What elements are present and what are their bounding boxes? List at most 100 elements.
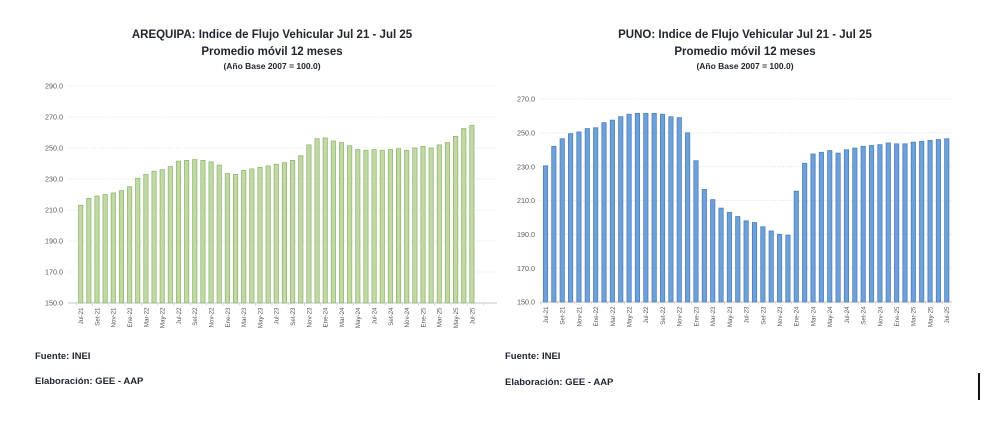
bar (257, 166, 263, 304)
y-axis-tick-label: 190.0 (45, 237, 63, 246)
x-axis-tick-label: Mar-22 (143, 307, 150, 327)
arequipa-plot: 150.0 170.0 190.0 210.0 230.0 250.0 270.0 290.0… (45, 82, 497, 328)
y-axis-tick-label: 150.0 (45, 299, 63, 308)
x-axis-tick-label: Nov-22 (209, 307, 216, 328)
bar (643, 112, 649, 303)
bar (902, 143, 908, 303)
bar (86, 197, 92, 304)
bar (167, 166, 173, 304)
bar (232, 173, 239, 304)
x-axis-tick-label: May-22 (160, 307, 167, 328)
bar (810, 153, 816, 303)
bar (593, 127, 599, 303)
bar (175, 160, 182, 304)
bar (860, 145, 866, 303)
y-axis-tick-label: 250.0 (45, 144, 63, 153)
bar (885, 142, 891, 303)
bar (363, 149, 369, 304)
x-axis-tick-label: Nov-21 (576, 306, 583, 327)
y-axis-tick-label: 230.0 (517, 162, 535, 171)
bar (919, 140, 925, 303)
y-axis-tick-label: 170.0 (45, 268, 63, 277)
x-axis-tick-label: May-23 (257, 307, 264, 328)
x-axis-tick-label: Mar-23 (710, 306, 717, 326)
y-axis-tick-label: 170.0 (517, 264, 535, 273)
bar (281, 162, 287, 304)
bar (827, 150, 833, 303)
x-axis-tick-label: Ene-24 (323, 307, 330, 328)
chart-subtitle: Promedio móvil 12 meses (674, 46, 816, 58)
bar (428, 147, 434, 304)
x-axis-tick-label: Jul-24 (372, 307, 379, 324)
bar (685, 132, 691, 303)
bar (559, 138, 565, 303)
x-axis-tick-label: Ene-24 (794, 306, 801, 327)
bar (387, 149, 393, 304)
x-axis-tick-label: Nov-22 (677, 306, 684, 327)
bar (894, 143, 900, 303)
credit-label: Elaboración: GEE - AAP (505, 377, 614, 388)
x-axis-tick-label: Jul-21 (543, 306, 550, 323)
text-cursor (978, 373, 980, 400)
source-label: Fuente: INEI (35, 351, 91, 362)
bar (444, 142, 450, 304)
y-axis-tick-label: 150.0 (517, 298, 535, 307)
bar (659, 113, 666, 303)
bar (760, 226, 766, 303)
x-axis-tick-label: Mar-25 (911, 306, 918, 326)
bar (601, 122, 607, 303)
x-axis-tick-label: Mar-22 (610, 306, 617, 326)
bar (290, 160, 296, 304)
x-axis-tick-label: Nov-23 (306, 307, 313, 328)
bar (118, 190, 125, 304)
bar (241, 170, 247, 304)
x-axis-tick-label: Jul-23 (274, 307, 281, 324)
chart-base-note: (Año Base 2007 = 100.0) (223, 61, 321, 71)
bar (355, 149, 361, 304)
x-axis-tick-label: Set-22 (192, 307, 199, 326)
x-axis-tick-label: Jul-25 (469, 307, 476, 324)
bar (453, 135, 459, 304)
bar (710, 199, 716, 303)
x-axis-tick-label: Nov-23 (777, 306, 784, 327)
credit-label: Elaboración: GEE - AAP (35, 376, 144, 387)
x-axis-tick-label: Set-23 (760, 306, 767, 325)
bar (224, 173, 230, 304)
bar (802, 162, 808, 303)
bar (551, 145, 557, 303)
bar (273, 163, 279, 304)
bar (159, 169, 165, 304)
x-axis-tick-label: Jul-24 (844, 306, 851, 323)
bar (330, 140, 336, 304)
bar (395, 148, 402, 304)
x-axis-tick-label: Jul-21 (78, 307, 85, 324)
bar (200, 160, 206, 304)
bar (94, 195, 100, 304)
bar (927, 140, 933, 303)
bar (676, 117, 682, 303)
bar (852, 147, 858, 303)
y-axis-tick-label: 210.0 (517, 196, 535, 205)
bar (404, 149, 410, 304)
bar (584, 128, 590, 303)
x-axis-tick-label: Set-22 (660, 306, 667, 325)
y-axis-tick-label: 270.0 (45, 113, 63, 122)
x-axis-tick-label: May-22 (627, 306, 634, 327)
bar (668, 116, 674, 303)
bar (726, 211, 732, 303)
x-axis-tick-label: Set-23 (290, 307, 297, 326)
x-axis-tick-label: May-23 (727, 306, 734, 327)
bar (371, 149, 377, 304)
bar (743, 220, 749, 303)
bar (314, 138, 320, 304)
bar (735, 216, 741, 303)
bar (718, 207, 724, 303)
y-axis-tick-label: 290.0 (45, 82, 63, 91)
puno-title-block: PUNO: Indice de Flujo Vehicular Jul 21 -… (495, 27, 995, 73)
bar (701, 189, 707, 303)
bar (634, 112, 641, 303)
bar (420, 146, 426, 304)
bar (576, 131, 582, 303)
bar (818, 151, 824, 303)
bar (944, 138, 950, 303)
